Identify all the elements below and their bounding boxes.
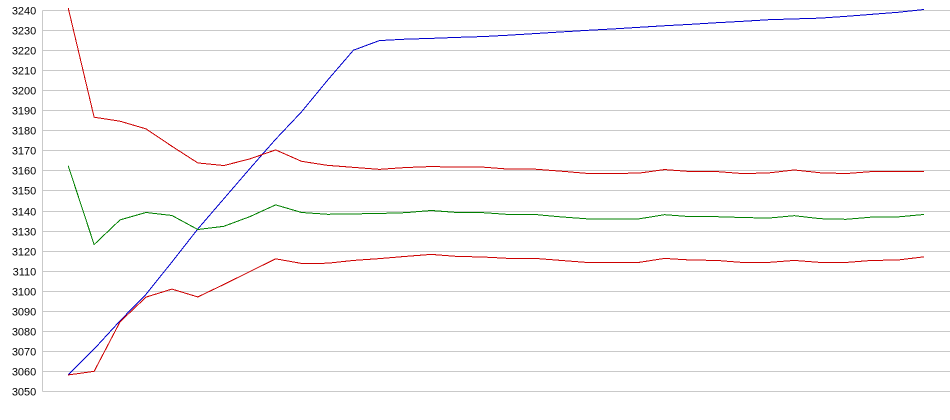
svg-text:3230: 3230: [12, 25, 36, 37]
svg-text:3090: 3090: [12, 306, 36, 318]
svg-text:3240: 3240: [12, 5, 36, 17]
svg-text:3100: 3100: [12, 286, 36, 298]
svg-text:3170: 3170: [12, 145, 36, 157]
svg-text:3050: 3050: [12, 386, 36, 398]
svg-text:3150: 3150: [12, 185, 36, 197]
svg-text:3220: 3220: [12, 45, 36, 57]
svg-text:3080: 3080: [12, 326, 36, 338]
svg-text:3120: 3120: [12, 246, 36, 258]
svg-text:3140: 3140: [12, 206, 36, 218]
svg-text:3190: 3190: [12, 105, 36, 117]
svg-text:3200: 3200: [12, 85, 36, 97]
svg-text:3210: 3210: [12, 65, 36, 77]
svg-text:3060: 3060: [12, 366, 36, 378]
svg-text:3130: 3130: [12, 226, 36, 238]
svg-text:3110: 3110: [13, 266, 37, 278]
svg-text:3160: 3160: [12, 165, 36, 177]
svg-text:3070: 3070: [12, 346, 36, 358]
svg-text:3180: 3180: [12, 125, 36, 137]
